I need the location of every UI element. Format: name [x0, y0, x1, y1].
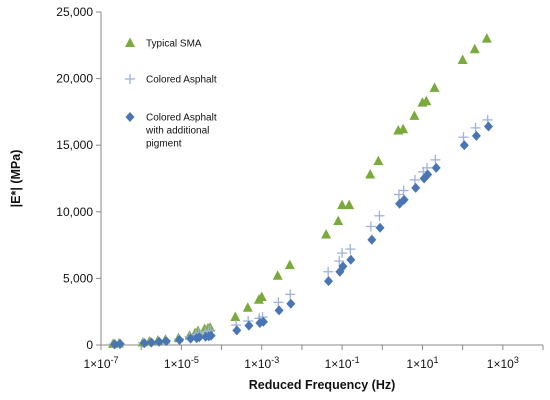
data-point	[286, 298, 296, 309]
data-point	[194, 332, 204, 343]
legend-marker	[125, 74, 135, 84]
data-point	[398, 185, 409, 196]
data-point	[421, 95, 432, 106]
data-point	[367, 234, 377, 245]
data-point	[154, 336, 164, 347]
data-point	[458, 132, 469, 143]
data-point	[256, 291, 267, 302]
legend-item-colored-asphalt: Colored Asphalt	[125, 74, 217, 86]
data-point	[373, 155, 384, 166]
x-axis-ticks: 1×10-7 1×10-5 1×10-3 1×10-1 1×101 1×103	[83, 345, 544, 371]
data-point	[333, 215, 344, 226]
x-tick-label: 1×101	[406, 355, 438, 371]
data-point	[423, 169, 433, 180]
legend-item-colored-asphalt-pigment: Colored Asphalt with additional pigment	[125, 112, 217, 150]
data-point	[409, 174, 420, 185]
data-point	[469, 43, 480, 54]
data-point	[430, 154, 441, 165]
data-point	[242, 302, 253, 312]
data-point	[334, 256, 345, 267]
y-tick-label: 5,000	[63, 271, 93, 285]
data-point	[161, 336, 171, 347]
x-tick-label: 1×10-1	[325, 355, 360, 371]
data-point	[110, 339, 120, 350]
x-tick-label: 1×10-5	[164, 355, 199, 371]
data-point	[274, 305, 284, 316]
legend-label: Typical SMA	[146, 39, 202, 50]
data-point	[337, 199, 348, 210]
data-point	[324, 276, 334, 287]
data-point	[258, 316, 268, 327]
data-point	[230, 311, 241, 322]
data-point	[471, 130, 481, 141]
y-tick-label: 10,000	[56, 205, 93, 219]
data-points	[108, 33, 493, 350]
y-axis-title: |E*| (MPa)	[9, 150, 23, 208]
data-point	[399, 194, 409, 205]
legend-label: Colored Asphalt	[146, 75, 217, 86]
data-point	[398, 123, 409, 134]
legend-label: Colored Asphalt with additional pigment	[145, 113, 217, 150]
legend-marker	[125, 112, 135, 122]
axes	[100, 12, 543, 346]
y-axis-ticks: 0 5,000 10,000 15,000 20,000 25,000	[56, 5, 101, 352]
data-point	[273, 297, 284, 308]
legend-marker	[125, 37, 135, 47]
data-point	[146, 337, 156, 348]
data-point	[457, 54, 468, 64]
y-tick-label: 0	[86, 338, 93, 352]
legend: Typical SMA Colored Asphalt Colored Asphal…	[125, 37, 217, 150]
data-point	[375, 222, 385, 233]
y-tick-label: 25,000	[56, 5, 93, 19]
series-colored-asphalt-pigment	[110, 121, 493, 350]
data-point	[393, 189, 404, 200]
series-colored-asphalt	[108, 114, 493, 350]
data-point	[115, 338, 125, 349]
data-point	[365, 221, 376, 232]
data-point	[338, 261, 348, 272]
data-point	[470, 122, 481, 133]
y-tick-label: 20,000	[56, 72, 93, 86]
data-point	[374, 210, 385, 221]
data-point	[244, 320, 254, 331]
data-point	[284, 259, 295, 270]
data-point	[365, 169, 376, 179]
data-point	[459, 140, 469, 151]
data-point	[345, 244, 356, 255]
data-point	[323, 266, 334, 277]
y-tick-label: 15,000	[56, 138, 93, 152]
data-point	[409, 110, 420, 120]
data-point	[175, 334, 185, 345]
data-point	[232, 325, 242, 336]
data-point	[344, 199, 355, 210]
data-point	[429, 82, 440, 92]
data-point	[337, 248, 348, 259]
x-tick-label: 1×10-7	[83, 355, 118, 371]
x-axis-title: Reduced Frequency (Hz)	[249, 378, 396, 392]
data-point	[285, 289, 296, 300]
data-point	[411, 182, 421, 193]
data-point	[321, 228, 332, 239]
data-point	[431, 162, 441, 173]
data-point	[186, 333, 196, 344]
data-point	[481, 33, 492, 43]
x-tick-label: 1×10-3	[244, 355, 279, 371]
legend-item-typical-sma: Typical SMA	[125, 37, 202, 50]
data-point	[272, 270, 283, 280]
data-point	[206, 330, 216, 341]
data-point	[346, 254, 356, 265]
data-point	[139, 338, 149, 349]
data-point	[483, 121, 493, 132]
x-tick-label: 1×103	[487, 355, 519, 371]
